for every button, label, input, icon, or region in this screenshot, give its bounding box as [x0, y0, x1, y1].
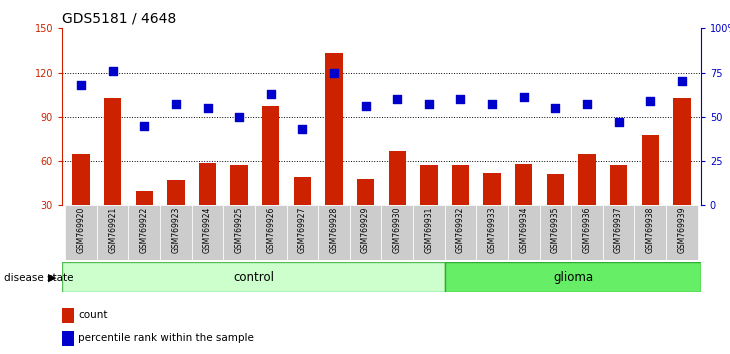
Bar — [357, 179, 374, 250]
Bar — [326, 53, 342, 250]
Text: GSM769935: GSM769935 — [551, 207, 560, 253]
Bar — [578, 154, 596, 250]
Point — [328, 70, 340, 75]
Bar — [634, 205, 666, 260]
Bar — [62, 331, 74, 346]
Text: GDS5181 / 4648: GDS5181 / 4648 — [62, 12, 177, 26]
Bar — [62, 262, 445, 292]
Point — [234, 114, 245, 120]
Bar — [413, 205, 445, 260]
Point — [391, 96, 403, 102]
Bar — [476, 205, 508, 260]
Bar — [547, 175, 564, 250]
Bar — [445, 262, 701, 292]
Bar — [293, 177, 311, 250]
Text: GSM769922: GSM769922 — [139, 207, 149, 253]
Text: GSM769927: GSM769927 — [298, 207, 307, 253]
Text: count: count — [78, 310, 107, 320]
Point — [581, 102, 593, 107]
Text: GSM769932: GSM769932 — [456, 207, 465, 253]
Bar — [231, 166, 247, 250]
Bar — [539, 205, 571, 260]
Point — [170, 102, 182, 107]
Text: GSM769931: GSM769931 — [424, 207, 434, 253]
Point — [550, 105, 561, 111]
Text: ▶: ▶ — [48, 273, 57, 283]
Bar — [483, 173, 501, 250]
Text: percentile rank within the sample: percentile rank within the sample — [78, 333, 254, 343]
Text: GSM769926: GSM769926 — [266, 207, 275, 253]
Text: GSM769930: GSM769930 — [393, 207, 402, 253]
Bar — [350, 205, 381, 260]
Bar — [603, 205, 634, 260]
Point — [107, 68, 118, 74]
Point — [486, 102, 498, 107]
Bar — [287, 205, 318, 260]
Bar — [388, 151, 406, 250]
Text: GSM769920: GSM769920 — [77, 207, 85, 253]
Point — [612, 119, 624, 125]
Bar — [381, 205, 413, 260]
Bar — [571, 205, 603, 260]
Point — [360, 103, 372, 109]
Point — [296, 126, 308, 132]
Bar — [167, 180, 185, 250]
Bar — [515, 164, 532, 250]
Text: GSM769933: GSM769933 — [488, 207, 496, 253]
Bar — [62, 308, 74, 323]
Text: GSM769923: GSM769923 — [172, 207, 180, 253]
Text: GSM769924: GSM769924 — [203, 207, 212, 253]
Text: glioma: glioma — [553, 270, 593, 284]
Point — [455, 96, 466, 102]
Point — [676, 79, 688, 84]
Text: GSM769921: GSM769921 — [108, 207, 117, 253]
Point — [139, 123, 150, 129]
Text: disease state: disease state — [4, 273, 73, 283]
Text: GSM769929: GSM769929 — [361, 207, 370, 253]
Bar — [642, 135, 659, 250]
Text: GSM769925: GSM769925 — [234, 207, 244, 253]
Text: GSM769936: GSM769936 — [583, 207, 591, 253]
Text: GSM769938: GSM769938 — [646, 207, 655, 253]
Bar — [97, 205, 128, 260]
Point — [423, 102, 434, 107]
Text: GSM769939: GSM769939 — [677, 207, 686, 253]
Bar — [318, 205, 350, 260]
Bar — [255, 205, 287, 260]
Text: GSM769934: GSM769934 — [519, 207, 529, 253]
Bar — [160, 205, 192, 260]
Bar — [666, 205, 698, 260]
Bar — [452, 166, 469, 250]
Point — [645, 98, 656, 104]
Bar — [420, 166, 437, 250]
Bar — [65, 205, 97, 260]
Bar — [128, 205, 160, 260]
Point — [518, 95, 529, 100]
Point — [201, 105, 213, 111]
Bar — [610, 166, 627, 250]
Bar — [192, 205, 223, 260]
Text: control: control — [233, 270, 274, 284]
Bar — [508, 205, 539, 260]
Point — [75, 82, 87, 88]
Text: GSM769937: GSM769937 — [614, 207, 623, 253]
Bar — [72, 154, 90, 250]
Bar — [445, 205, 476, 260]
Bar — [262, 107, 280, 250]
Bar — [199, 162, 216, 250]
Bar — [673, 98, 691, 250]
Bar — [223, 205, 255, 260]
Point — [265, 91, 277, 97]
Bar — [104, 98, 121, 250]
Bar — [136, 190, 153, 250]
Text: GSM769928: GSM769928 — [329, 207, 339, 253]
